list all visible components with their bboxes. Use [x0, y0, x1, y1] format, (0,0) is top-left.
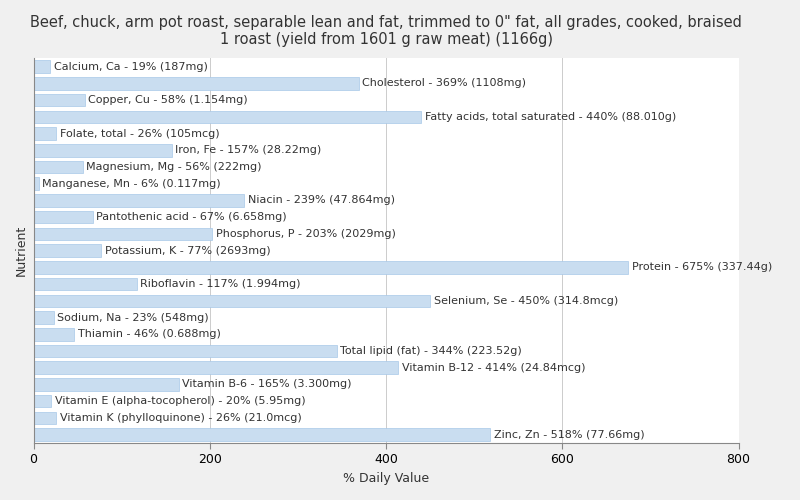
- Bar: [34, 60, 50, 73]
- Text: Vitamin B-6 - 165% (3.300mg): Vitamin B-6 - 165% (3.300mg): [182, 380, 352, 390]
- Text: Niacin - 239% (47.864mg): Niacin - 239% (47.864mg): [248, 196, 394, 205]
- Title: Beef, chuck, arm pot roast, separable lean and fat, trimmed to 0" fat, all grade: Beef, chuck, arm pot roast, separable le…: [30, 15, 742, 48]
- Text: Magnesium, Mg - 56% (222mg): Magnesium, Mg - 56% (222mg): [86, 162, 262, 172]
- Bar: [34, 244, 102, 257]
- Bar: [34, 144, 172, 156]
- Bar: [34, 110, 422, 123]
- Bar: [34, 428, 490, 441]
- Text: Zinc, Zn - 518% (77.66mg): Zinc, Zn - 518% (77.66mg): [494, 430, 644, 440]
- Bar: [34, 160, 83, 173]
- Text: Thiamin - 46% (0.688mg): Thiamin - 46% (0.688mg): [78, 330, 221, 340]
- Text: Total lipid (fat) - 344% (223.52g): Total lipid (fat) - 344% (223.52g): [340, 346, 522, 356]
- Bar: [34, 328, 74, 340]
- Bar: [34, 412, 57, 424]
- Text: Vitamin K (phylloquinone) - 26% (21.0mcg): Vitamin K (phylloquinone) - 26% (21.0mcg…: [60, 413, 302, 423]
- Text: Iron, Fe - 157% (28.22mg): Iron, Fe - 157% (28.22mg): [175, 146, 322, 156]
- Text: Riboflavin - 117% (1.994mg): Riboflavin - 117% (1.994mg): [140, 279, 301, 289]
- Text: Manganese, Mn - 6% (0.117mg): Manganese, Mn - 6% (0.117mg): [42, 178, 221, 188]
- Text: Vitamin B-12 - 414% (24.84mcg): Vitamin B-12 - 414% (24.84mcg): [402, 363, 586, 373]
- Bar: [34, 294, 430, 307]
- Text: Sodium, Na - 23% (548mg): Sodium, Na - 23% (548mg): [58, 312, 209, 322]
- Bar: [34, 345, 337, 358]
- Y-axis label: Nutrient: Nutrient: [15, 225, 28, 276]
- Bar: [34, 128, 57, 140]
- Text: Pantothenic acid - 67% (6.658mg): Pantothenic acid - 67% (6.658mg): [96, 212, 286, 222]
- Bar: [34, 278, 137, 290]
- Bar: [34, 395, 51, 407]
- Bar: [34, 211, 93, 224]
- Bar: [34, 228, 213, 240]
- Text: Protein - 675% (337.44g): Protein - 675% (337.44g): [632, 262, 772, 272]
- Text: Calcium, Ca - 19% (187mg): Calcium, Ca - 19% (187mg): [54, 62, 208, 72]
- Bar: [34, 178, 39, 190]
- Bar: [34, 378, 179, 391]
- Text: Phosphorus, P - 203% (2029mg): Phosphorus, P - 203% (2029mg): [216, 229, 396, 239]
- Bar: [34, 362, 398, 374]
- Text: Potassium, K - 77% (2693mg): Potassium, K - 77% (2693mg): [105, 246, 270, 256]
- X-axis label: % Daily Value: % Daily Value: [343, 472, 429, 485]
- Text: Fatty acids, total saturated - 440% (88.010g): Fatty acids, total saturated - 440% (88.…: [425, 112, 676, 122]
- Text: Vitamin E (alpha-tocopherol) - 20% (5.95mg): Vitamin E (alpha-tocopherol) - 20% (5.95…: [54, 396, 306, 406]
- Bar: [34, 261, 628, 274]
- Bar: [34, 312, 54, 324]
- Text: Copper, Cu - 58% (1.154mg): Copper, Cu - 58% (1.154mg): [88, 95, 248, 105]
- Bar: [34, 77, 358, 90]
- Bar: [34, 194, 244, 206]
- Text: Folate, total - 26% (105mcg): Folate, total - 26% (105mcg): [60, 128, 220, 138]
- Text: Selenium, Se - 450% (314.8mcg): Selenium, Se - 450% (314.8mcg): [434, 296, 618, 306]
- Bar: [34, 94, 85, 106]
- Text: Cholesterol - 369% (1108mg): Cholesterol - 369% (1108mg): [362, 78, 526, 88]
